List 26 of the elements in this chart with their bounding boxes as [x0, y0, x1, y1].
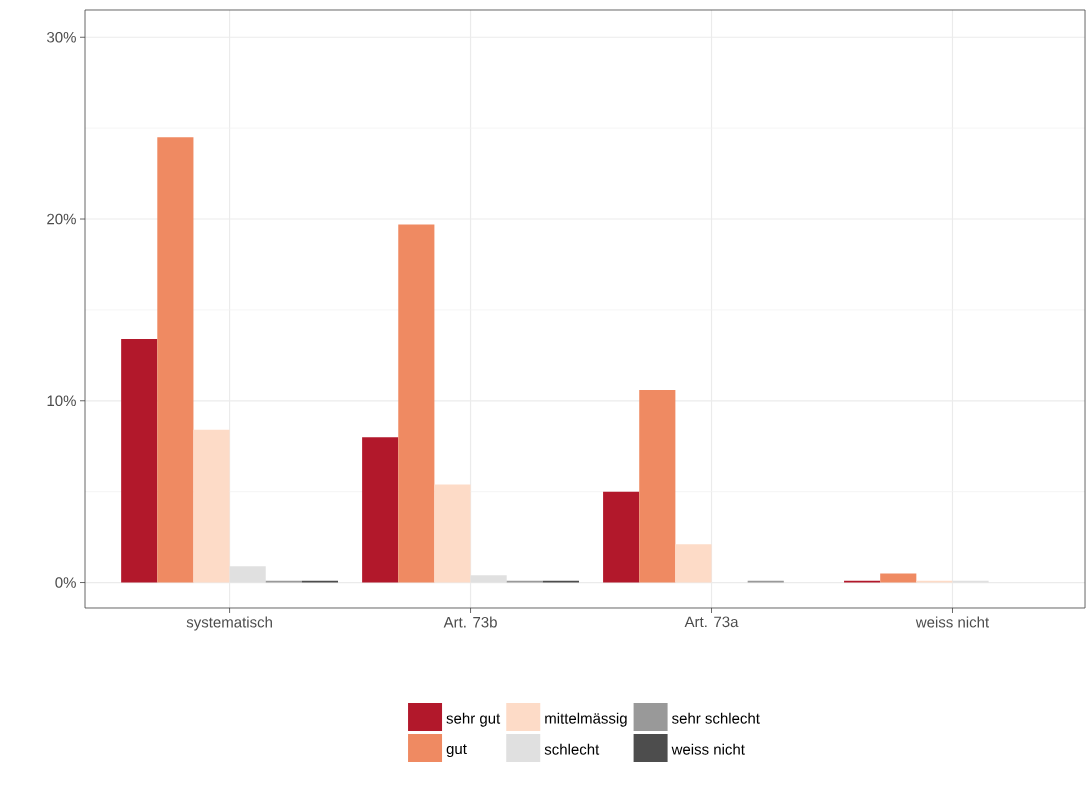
legend-label: weiss nicht — [671, 743, 745, 755]
bar — [121, 338, 158, 583]
x-tick-label: systematisch — [186, 616, 272, 631]
y-tick-label: 20% — [47, 213, 76, 225]
bar — [434, 484, 471, 583]
bar — [362, 437, 399, 583]
bar — [229, 566, 266, 583]
bar — [603, 491, 640, 583]
x-tick-label: weiss nicht — [915, 616, 990, 628]
legend-label: gut — [446, 744, 467, 758]
bar — [675, 544, 712, 583]
y-tick-label: 0% — [55, 577, 76, 588]
x-tick-label: Art. 73b — [443, 616, 497, 628]
y-tick-label: 10% — [47, 395, 76, 407]
bar — [639, 389, 676, 583]
x-tick-label: Art. 73a — [684, 616, 739, 628]
legend-label: mittelmässig — [545, 712, 627, 727]
y-tick-label: 30% — [47, 31, 76, 43]
bar — [880, 573, 917, 583]
bar — [470, 575, 507, 583]
bar — [398, 224, 435, 583]
legend-label: sehr schlecht — [672, 712, 760, 724]
legend-label: sehr gut — [446, 712, 501, 727]
bar — [193, 429, 230, 583]
bar — [157, 137, 194, 583]
legend-label: schlecht — [544, 743, 600, 755]
